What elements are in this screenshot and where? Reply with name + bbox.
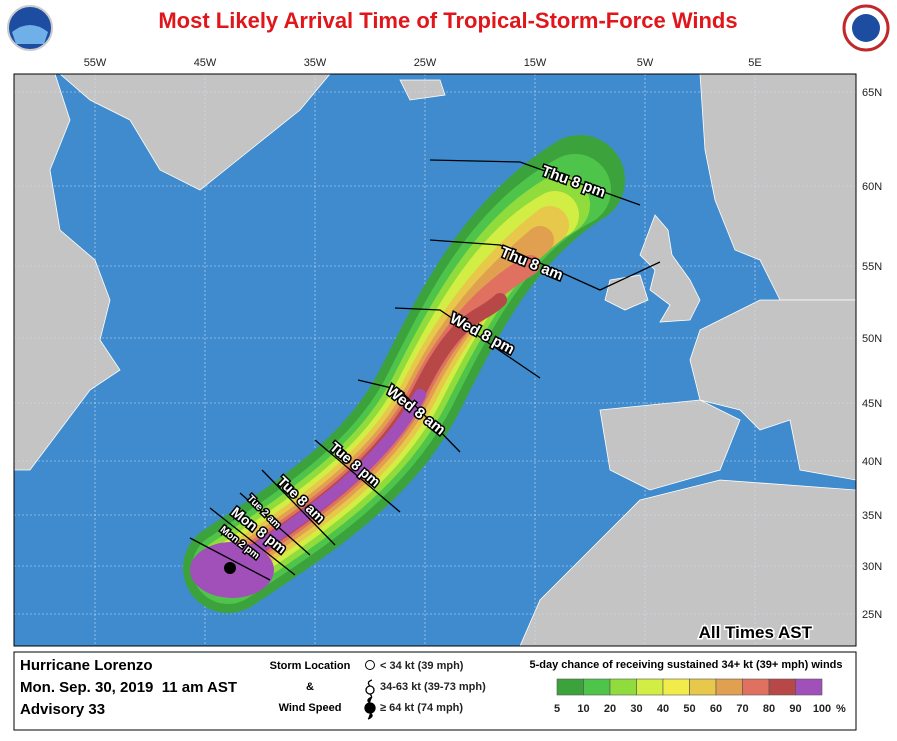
isochrone — [209, 507, 296, 576]
longitude-label: 25W — [414, 57, 437, 69]
latitude-label: 60N — [862, 181, 882, 193]
isochrone — [429, 159, 641, 206]
storm-legend-title: Wind Speed — [279, 702, 342, 714]
canada — [14, 74, 121, 471]
probability-tick-label: 90 — [789, 703, 801, 715]
latitude-label: 45N — [862, 398, 882, 410]
latitude-label: 35N — [862, 510, 882, 522]
probability-tick-label: 60 — [710, 703, 722, 715]
latitude-label: 50N — [862, 333, 882, 345]
probability-swatch — [742, 678, 770, 696]
isochrone — [394, 307, 541, 379]
latitude-label: 30N — [862, 561, 882, 573]
longitude-label: 5E — [748, 57, 761, 69]
longitude-label: 55W — [84, 57, 107, 69]
times-note: All Times AST — [699, 623, 813, 642]
iberia — [599, 399, 741, 491]
storm-icon-weak — [365, 660, 375, 670]
advisory-date: Mon. Sep. 30, 2019 11 am AST — [20, 679, 237, 696]
probability-swatch — [583, 678, 611, 696]
latitude-label: 55N — [862, 261, 882, 273]
title: Most Likely Arrival Time of Tropical-Sto… — [158, 8, 737, 33]
probability-swatch — [636, 678, 664, 696]
nws-logo-inner — [852, 14, 880, 42]
isochrone — [314, 439, 401, 513]
isochrone — [429, 239, 661, 291]
probability-swatch — [768, 678, 796, 696]
probability-swatch — [556, 678, 584, 696]
arrival-lines — [189, 159, 661, 581]
iceland — [399, 79, 446, 101]
map-frame — [13, 73, 857, 647]
latitude-labels: 65N 60N 55N 50N 45N 40N 35N 30N 25N — [862, 87, 882, 621]
storm-legend-title: Storm Location — [270, 660, 351, 672]
probability-tick-label: 80 — [763, 703, 775, 715]
latitude-label: 40N — [862, 456, 882, 468]
probability-legend: 5 10 20 30 40 50 60 70 80 90 100% — [554, 678, 846, 715]
storm-legend-item: < 34 kt (39 mph) — [380, 660, 464, 672]
probability-tick-label: 10 — [577, 703, 589, 715]
greenland — [59, 74, 331, 191]
great-britain — [639, 214, 701, 323]
storm-icon-hurricane — [364, 696, 376, 720]
probability-swatch — [715, 678, 743, 696]
wind-swath — [183, 135, 625, 613]
longitude-labels: 55W 45W 35W 25W 15W 5W 5E — [84, 57, 762, 69]
probability-swatch — [662, 678, 690, 696]
probability-legend-title: 5-day chance of receiving sustained 34+ … — [530, 659, 843, 671]
storm-symbol — [224, 562, 236, 574]
isochrone — [357, 379, 461, 453]
storm-legend-item: ≥ 64 kt (74 mph) — [380, 702, 463, 714]
longitude-label: 45W — [194, 57, 217, 69]
longitude-label: 35W — [304, 57, 327, 69]
latitude-label: 65N — [862, 87, 882, 99]
latitude-label: 25N — [862, 609, 882, 621]
longitude-label: 5W — [637, 57, 654, 69]
probability-swatch — [689, 678, 717, 696]
noaa-logo-wave — [12, 25, 48, 44]
ireland — [604, 274, 649, 311]
probability-tick-label: 70 — [736, 703, 748, 715]
land — [14, 74, 856, 646]
longitude-label: 15W — [524, 57, 547, 69]
probability-tick-label: 100 — [813, 703, 831, 715]
probability-tick-label: 40 — [657, 703, 669, 715]
probability-swatch — [609, 678, 637, 696]
probability-swatch — [795, 678, 823, 696]
isochrone — [261, 469, 336, 546]
isochrone — [189, 537, 271, 581]
storm-name: Hurricane Lorenzo — [20, 657, 153, 674]
scandinavia — [699, 74, 856, 301]
probability-tick-label: 50 — [683, 703, 695, 715]
europe — [689, 299, 856, 481]
probability-unit: % — [836, 703, 846, 715]
africa — [519, 479, 856, 646]
storm-legend-title: & — [306, 681, 314, 693]
advisory-number: Advisory 33 — [20, 701, 105, 718]
probability-tick-label: 30 — [630, 703, 642, 715]
isochrone — [239, 492, 311, 556]
probability-tick-label: 5 — [554, 703, 560, 715]
probability-tick-label: 20 — [604, 703, 616, 715]
storm-legend-item: 34-63 kt (39-73 mph) — [380, 681, 486, 693]
